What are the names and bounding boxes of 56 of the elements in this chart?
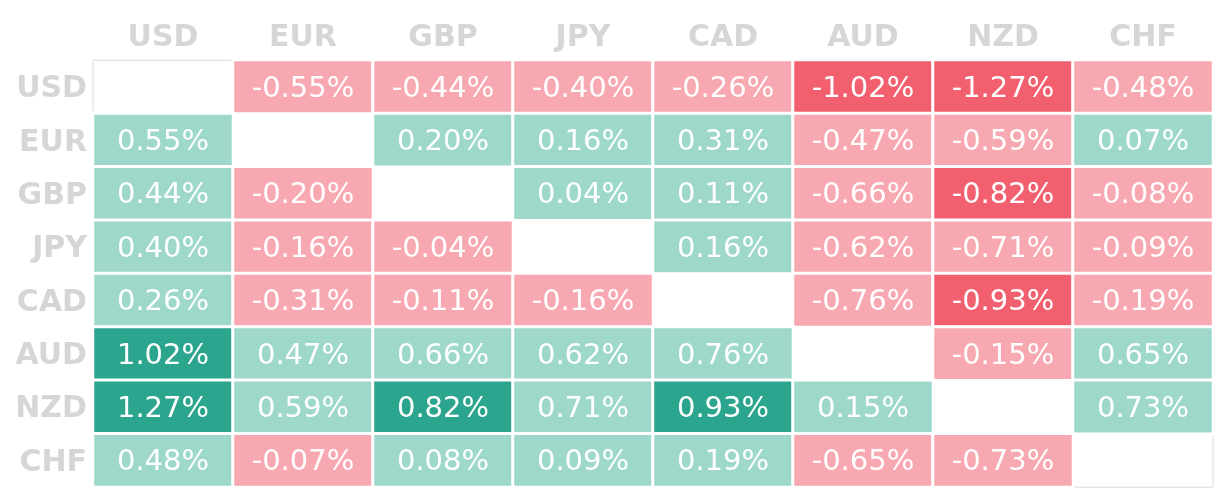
data-label: -0.76% — [811, 283, 915, 318]
data-label: 0.76% — [676, 336, 770, 371]
data-label: -0.07% — [251, 443, 355, 478]
data-label: 0.31% — [676, 123, 770, 158]
data-label: 0.08% — [396, 443, 490, 478]
data-label: 1.27% — [116, 389, 210, 424]
data-label: -0.48% — [1091, 69, 1195, 104]
data-label: 0.11% — [676, 176, 770, 211]
data-label: 0.44% — [116, 176, 210, 211]
data-label: 0.93% — [676, 389, 770, 424]
data-label: 0.04% — [536, 176, 630, 211]
data-label: -1.27% — [951, 69, 1055, 104]
data-label: -0.40% — [531, 69, 635, 104]
data-label: -0.73% — [951, 443, 1055, 478]
data-label: 0.07% — [1096, 123, 1190, 158]
data-label: -0.55% — [251, 69, 355, 104]
data-label: 0.19% — [676, 443, 770, 478]
data-label: 0.15% — [816, 389, 910, 424]
data-label: -0.16% — [251, 229, 355, 264]
data-label: -0.19% — [1091, 283, 1195, 318]
data-label: 0.09% — [536, 443, 630, 478]
data-label: -0.62% — [811, 229, 915, 264]
data-label: 0.16% — [676, 229, 770, 264]
data-label: -0.93% — [951, 283, 1055, 318]
data-label: -0.08% — [1091, 176, 1195, 211]
data-label: -0.20% — [251, 176, 355, 211]
data-label: 1.02% — [116, 336, 210, 371]
data-label: 0.47% — [256, 336, 350, 371]
data-label: -0.44% — [391, 69, 495, 104]
data-label: -0.04% — [391, 229, 495, 264]
data-label: -0.59% — [951, 123, 1055, 158]
data-label: -0.65% — [811, 443, 915, 478]
data-label: 0.55% — [116, 123, 210, 158]
data-label: -0.11% — [391, 283, 495, 318]
data-label: -0.15% — [951, 336, 1055, 371]
data-label: 0.59% — [256, 389, 350, 424]
data-label: 0.48% — [116, 443, 210, 478]
data-label: -0.82% — [951, 176, 1055, 211]
data-label: 0.82% — [396, 389, 490, 424]
data-label: -0.09% — [1091, 229, 1195, 264]
data-label: 0.16% — [536, 123, 630, 158]
data-label: -0.26% — [671, 69, 775, 104]
data-label: 0.62% — [536, 336, 630, 371]
data-label: -1.02% — [811, 69, 915, 104]
data-label: 0.73% — [1096, 389, 1190, 424]
data-label: -0.66% — [811, 176, 915, 211]
data-label: -0.47% — [811, 123, 915, 158]
data-label: 0.65% — [1096, 336, 1190, 371]
data-label: -0.16% — [531, 283, 635, 318]
data-label: 0.66% — [396, 336, 490, 371]
data-label: -0.71% — [951, 229, 1055, 264]
data-label: 0.26% — [116, 283, 210, 318]
data-label: 0.71% — [536, 389, 630, 424]
data-label: 0.20% — [396, 123, 490, 158]
data-label: 0.40% — [116, 229, 210, 264]
data-label: -0.31% — [251, 283, 355, 318]
